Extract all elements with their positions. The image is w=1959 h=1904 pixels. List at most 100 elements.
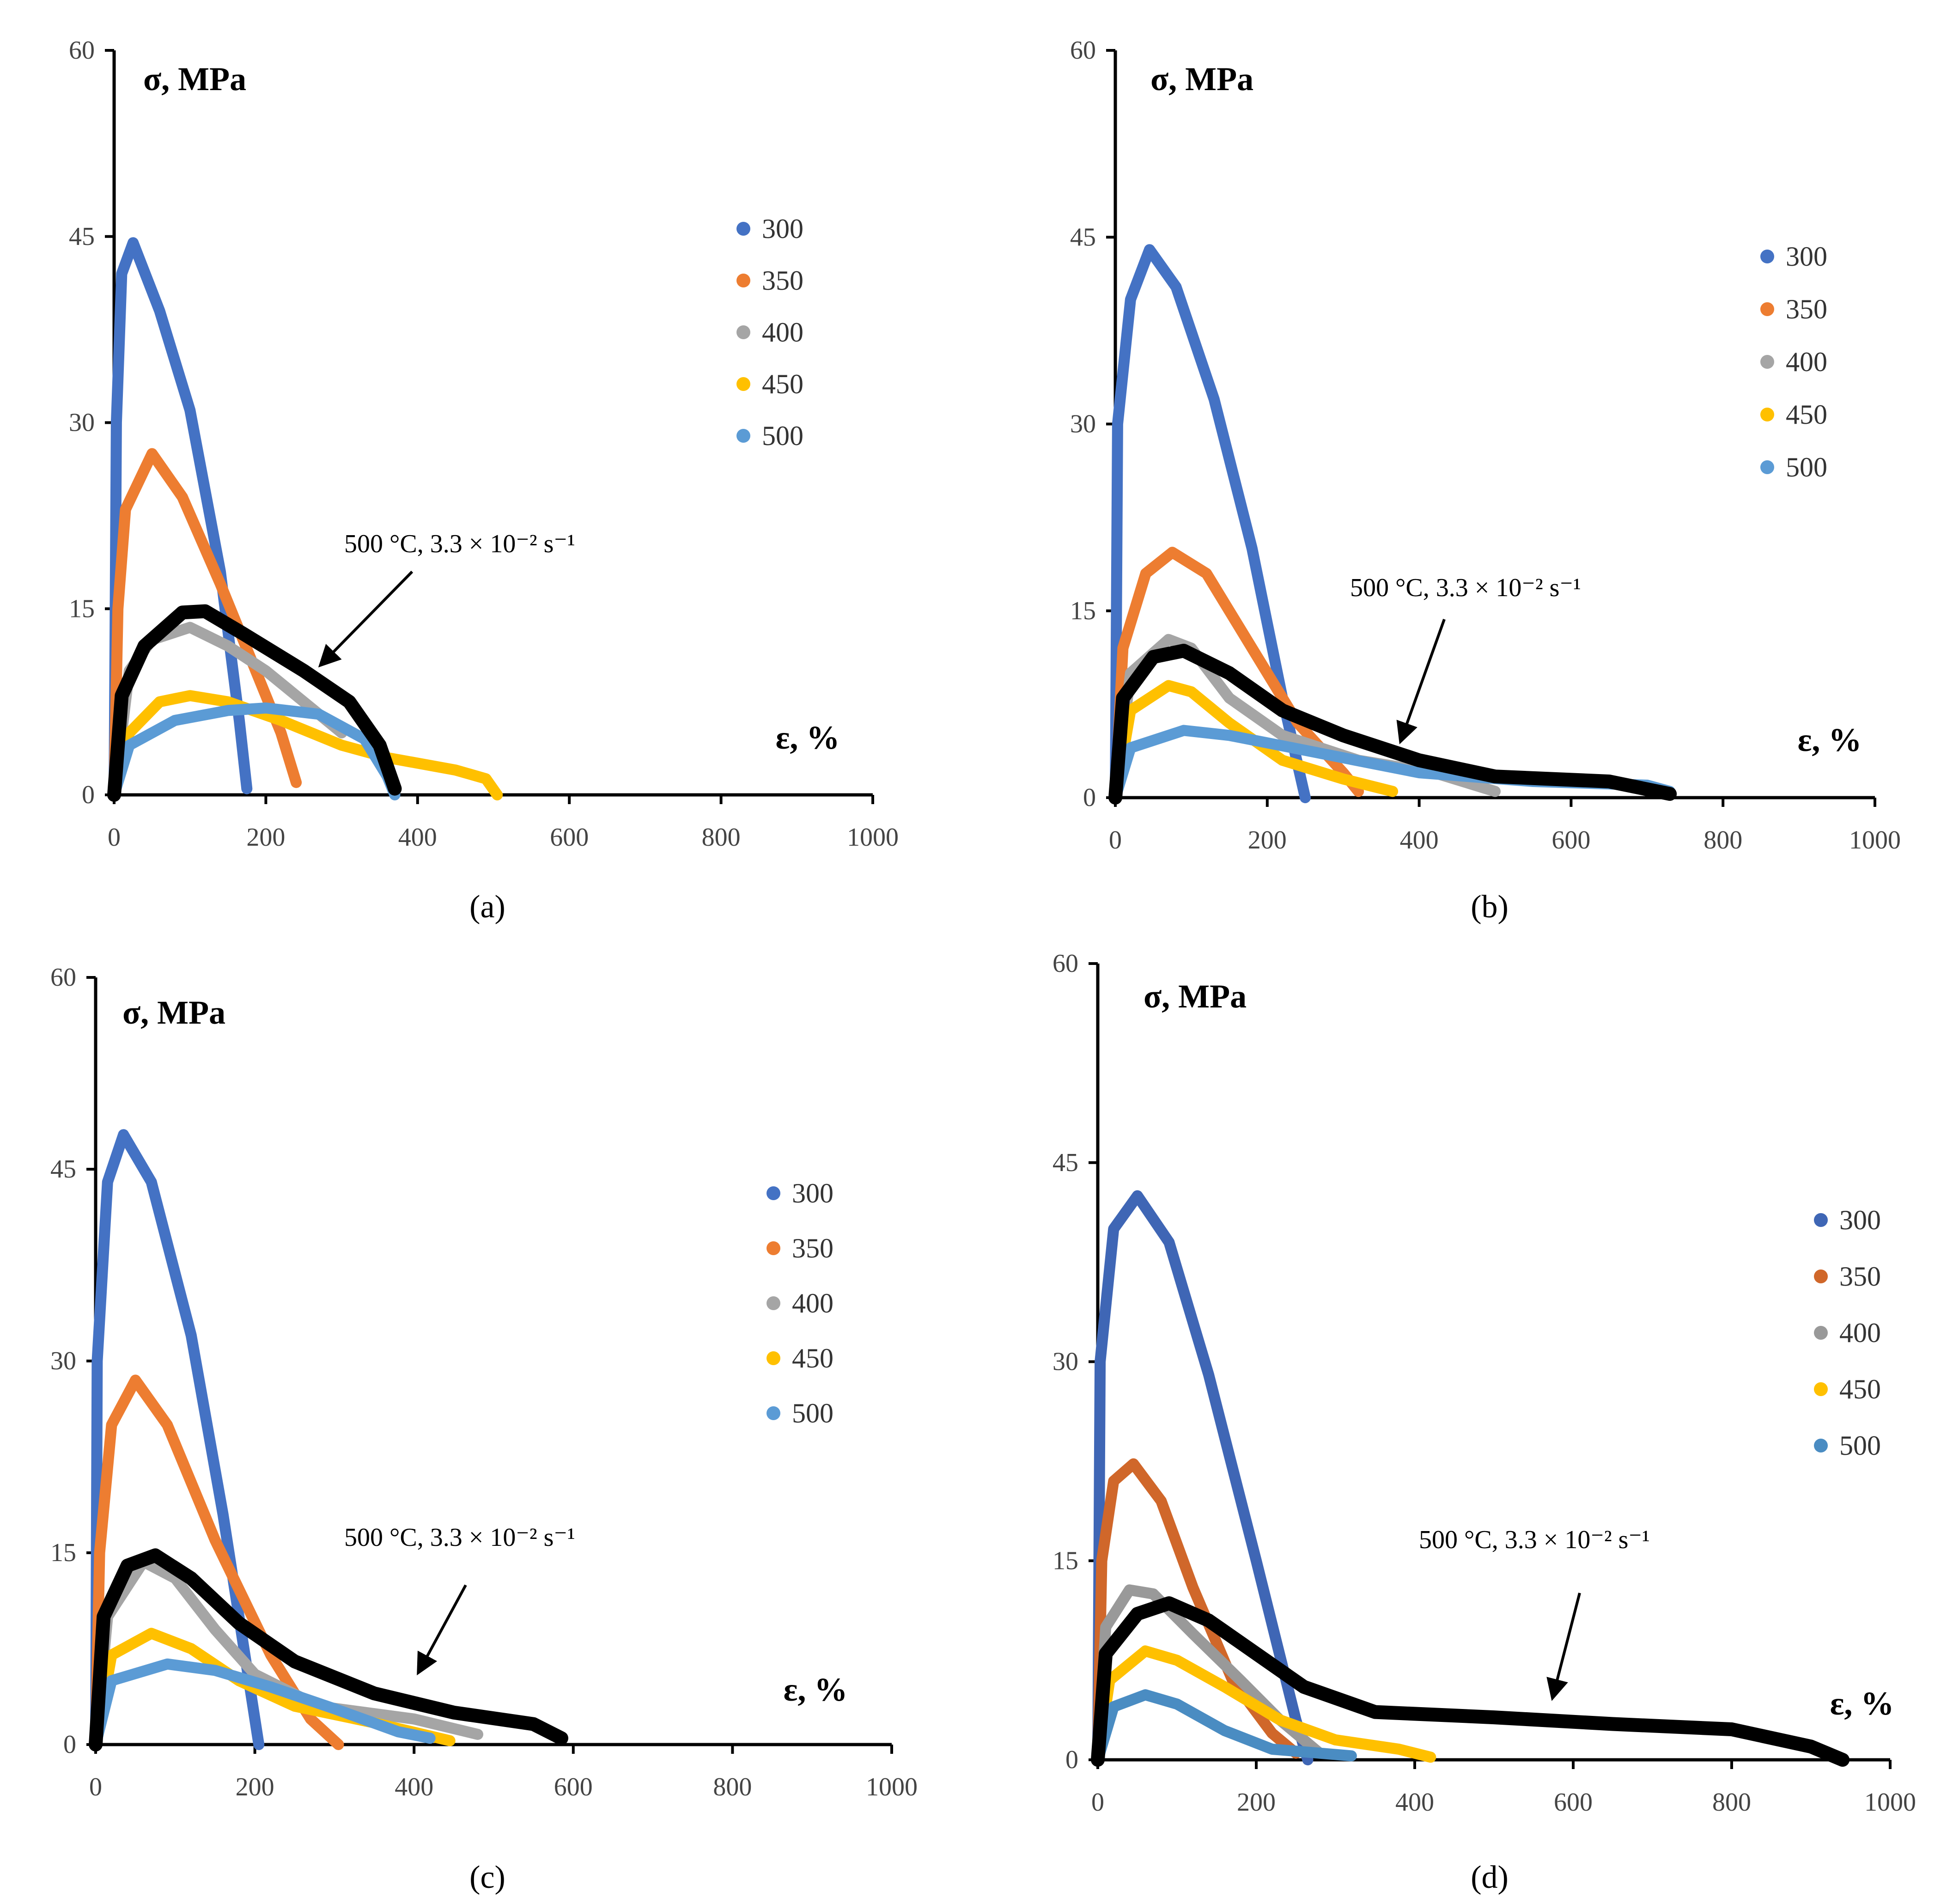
x-tick-label: 0 — [89, 1773, 102, 1801]
legend-marker-400 — [736, 325, 750, 339]
annotation-label: 500 °C, 3.3 × 10⁻² s⁻¹ — [344, 530, 575, 558]
x-tick-label: 0 — [108, 823, 121, 852]
legend-marker-500 — [767, 1406, 780, 1420]
series-500-curve — [1092, 1689, 1357, 1765]
legend-label-450: 450 — [762, 369, 803, 399]
x-tick-label: 400 — [398, 823, 437, 852]
series-500C-3.3e-2-curve — [107, 604, 402, 802]
y-tick-label: 15 — [69, 594, 95, 623]
x-tick-label: 400 — [395, 1773, 433, 1801]
legend-marker-350 — [1760, 302, 1774, 316]
y-axis-title: σ, MPa — [143, 61, 246, 98]
series-350-curve — [1092, 1458, 1302, 1765]
series-450-curve — [109, 690, 503, 800]
legend-label-400: 400 — [792, 1288, 833, 1318]
x-tick-label: 0 — [1091, 1788, 1104, 1817]
legend-marker-450 — [1760, 408, 1774, 421]
legend-label-400: 400 — [1786, 347, 1827, 377]
x-tick-label: 1000 — [866, 1773, 918, 1801]
x-axis-title: ε, % — [784, 1671, 848, 1708]
legend-label-500: 500 — [1786, 452, 1827, 482]
y-tick-label: 30 — [50, 1347, 76, 1375]
y-tick-label: 60 — [69, 36, 95, 65]
y-tick-label: 0 — [1083, 783, 1096, 812]
x-tick-label: 200 — [1248, 826, 1287, 854]
y-tick-label: 60 — [50, 963, 76, 992]
annotation-arrow — [1546, 1593, 1581, 1701]
legend-label-450: 450 — [1786, 399, 1827, 430]
legend-marker-400 — [767, 1296, 780, 1310]
x-tick-label: 1000 — [1864, 1788, 1916, 1817]
x-tick-label: 600 — [1554, 1788, 1593, 1817]
annotation-arrow — [417, 1584, 467, 1676]
y-tick-label: 0 — [63, 1730, 76, 1759]
annotation-label: 500 °C, 3.3 × 10⁻² s⁻¹ — [1350, 574, 1581, 602]
x-tick-label: 600 — [1551, 826, 1590, 854]
panel-caption: (d) — [1471, 1860, 1509, 1895]
y-tick-label: 0 — [82, 781, 95, 809]
legend-label-300: 300 — [1839, 1205, 1881, 1235]
legend-label-500: 500 — [792, 1398, 833, 1428]
series-450-curve — [1092, 1645, 1436, 1765]
y-tick-label: 45 — [50, 1155, 76, 1184]
y-tick-label: 45 — [69, 222, 95, 251]
x-tick-label: 200 — [246, 823, 285, 852]
panel-caption: (a) — [469, 889, 505, 925]
annotation-label: 500 °C, 3.3 × 10⁻² s⁻¹ — [1419, 1526, 1650, 1554]
x-tick-label: 800 — [713, 1773, 752, 1801]
legend-label-450: 450 — [792, 1343, 833, 1373]
legend-label-400: 400 — [1839, 1318, 1881, 1348]
x-tick-label: 1000 — [847, 823, 899, 852]
legend-label-450: 450 — [1839, 1374, 1881, 1404]
legend-label-350: 350 — [1839, 1261, 1881, 1292]
x-tick-label: 600 — [554, 1773, 593, 1801]
x-tick-label: 400 — [1395, 1788, 1434, 1817]
annotation-arrow — [1396, 618, 1446, 745]
y-tick-label: 30 — [1070, 410, 1096, 439]
legend-label-400: 400 — [762, 317, 803, 348]
legend-marker-300 — [736, 222, 750, 236]
y-axis-title: σ, MPa — [1150, 61, 1253, 98]
annotation-arrow — [318, 570, 414, 668]
legend-marker-500 — [1814, 1439, 1828, 1452]
y-tick-label: 30 — [69, 409, 95, 437]
legend-label-300: 300 — [1786, 241, 1827, 272]
y-tick-label: 15 — [1070, 597, 1096, 625]
legend-label-350: 350 — [1786, 294, 1827, 324]
series-500-curve — [90, 1658, 436, 1750]
x-tick-label: 800 — [702, 823, 741, 852]
series-500C-3.3e-2-curve — [89, 1548, 568, 1751]
legend-marker-350 — [736, 274, 750, 287]
x-tick-label: 200 — [236, 1773, 274, 1801]
x-tick-label: 1000 — [1849, 826, 1901, 854]
legend-marker-300 — [767, 1186, 780, 1200]
x-tick-label: 400 — [1400, 826, 1439, 854]
legend-label-500: 500 — [1839, 1430, 1881, 1461]
y-tick-label: 60 — [1070, 36, 1096, 65]
y-tick-label: 30 — [1053, 1348, 1078, 1376]
y-tick-label: 45 — [1070, 223, 1096, 251]
annotation-label: 500 °C, 3.3 × 10⁻² s⁻¹ — [344, 1523, 575, 1552]
legend-label-350: 350 — [762, 265, 803, 296]
series-300-curve — [1110, 244, 1311, 803]
y-axis-title: σ, MPa — [122, 994, 225, 1031]
legend-marker-400 — [1814, 1326, 1828, 1340]
x-tick-label: 200 — [1237, 1788, 1276, 1817]
legend-marker-300 — [1814, 1213, 1828, 1227]
series-450-curve — [1110, 680, 1399, 803]
legend-label-300: 300 — [792, 1178, 833, 1208]
series-500C-3.3e-2-curve — [1091, 1596, 1850, 1767]
legend-marker-450 — [767, 1351, 780, 1365]
x-tick-label: 800 — [1703, 826, 1742, 854]
legend-label-500: 500 — [762, 421, 803, 451]
legend-marker-500 — [1760, 460, 1774, 474]
legend-marker-400 — [1760, 355, 1774, 369]
x-tick-label: 600 — [550, 823, 589, 852]
panel-caption: (b) — [1471, 889, 1509, 925]
panel-caption: (c) — [469, 1860, 505, 1895]
y-tick-label: 15 — [50, 1538, 76, 1567]
